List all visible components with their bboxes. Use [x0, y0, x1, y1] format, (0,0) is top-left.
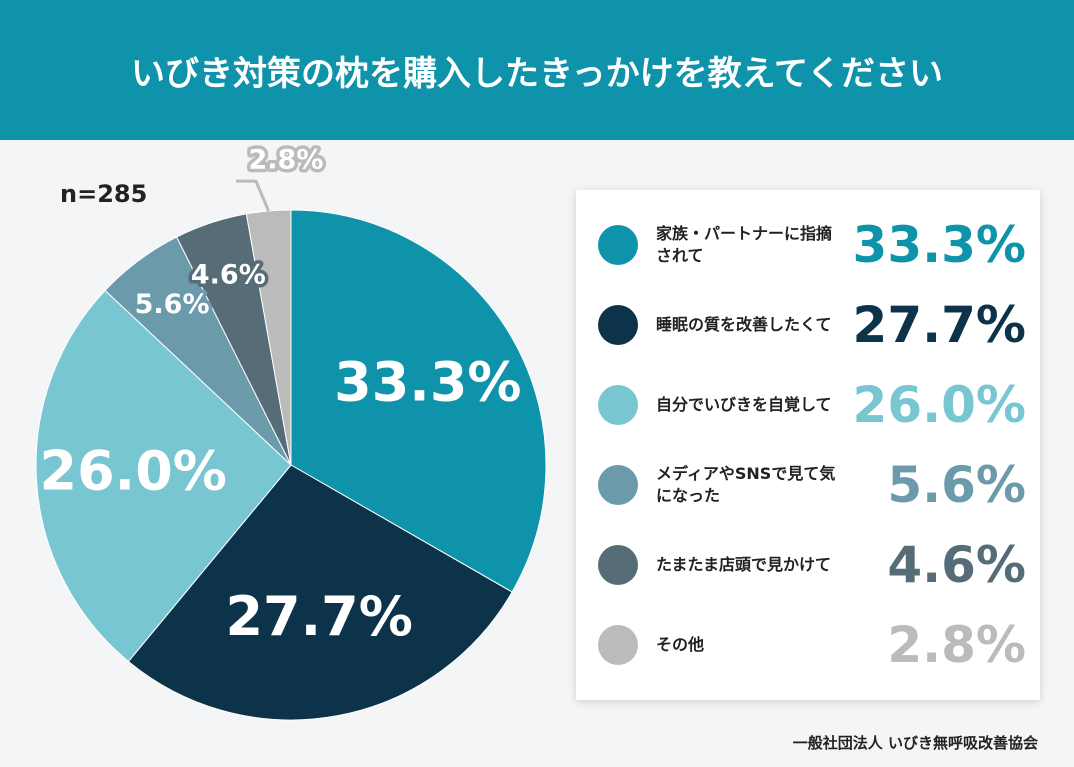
- legend-row: その他 2.8%: [576, 605, 1040, 685]
- legend-swatch: [598, 465, 638, 505]
- slice-label: 5.6%: [135, 289, 210, 320]
- legend-value: 26.0%: [852, 376, 1026, 434]
- legend-value: 4.6%: [887, 536, 1026, 594]
- legend-row: 自分でいびきを自覚して 26.0%: [576, 365, 1040, 445]
- legend-row: たまたま店頭で見かけて 4.6%: [576, 525, 1040, 605]
- sample-size: n=285: [60, 180, 148, 208]
- legend-label: 自分でいびきを自覚して: [656, 395, 832, 415]
- chart-title: いびき対策の枕を購入したきっかけを教えてください: [131, 53, 943, 94]
- legend-row: 睡眠の質を改善したくて 27.7%: [576, 285, 1040, 365]
- legend-value: 33.3%: [852, 216, 1026, 274]
- source: 一般社団法人 いびき無呼吸改善協会: [792, 734, 1038, 752]
- legend-swatch: [598, 305, 638, 345]
- legend: 家族・パートナーに指摘されて 33.3% 睡眠の質を改善したくて 27.7% 自分でいび…: [576, 190, 1040, 700]
- legend-row: 家族・パートナーに指摘されて 33.3%: [576, 205, 1040, 285]
- pie-slice: [35, 289, 292, 663]
- legend-value: 27.7%: [852, 296, 1026, 354]
- legend-swatch: [598, 625, 638, 665]
- slice-label: 26.0%: [40, 440, 227, 503]
- pie-slice: [127, 464, 513, 721]
- legend-label: メディアやSNSで見て気になった: [656, 464, 836, 505]
- legend-label: 睡眠の質を改善したくて: [656, 315, 832, 335]
- legend-value: 5.6%: [887, 456, 1026, 514]
- legend-row: メディアやSNSで見て気になった 5.6%: [576, 445, 1040, 525]
- legend-label: たまたま店頭で見かけて: [656, 555, 832, 575]
- legend-label: その他: [656, 635, 705, 655]
- slice-label: 27.7%: [225, 585, 412, 648]
- legend-swatch: [598, 385, 638, 425]
- leader-line: [235, 179, 270, 212]
- slice-label: 4.6%: [191, 260, 266, 291]
- slice-label: 2.8%: [249, 145, 324, 176]
- legend-label: 家族・パートナーに指摘されて: [656, 224, 833, 265]
- pie-slice: [290, 209, 547, 593]
- header: いびき対策の枕を購入したきっかけを教えてください: [0, 0, 1074, 140]
- legend-swatch: [598, 225, 638, 265]
- slice-label: 33.3%: [334, 350, 521, 413]
- legend-value: 2.8%: [887, 616, 1026, 674]
- legend-swatch: [598, 545, 638, 585]
